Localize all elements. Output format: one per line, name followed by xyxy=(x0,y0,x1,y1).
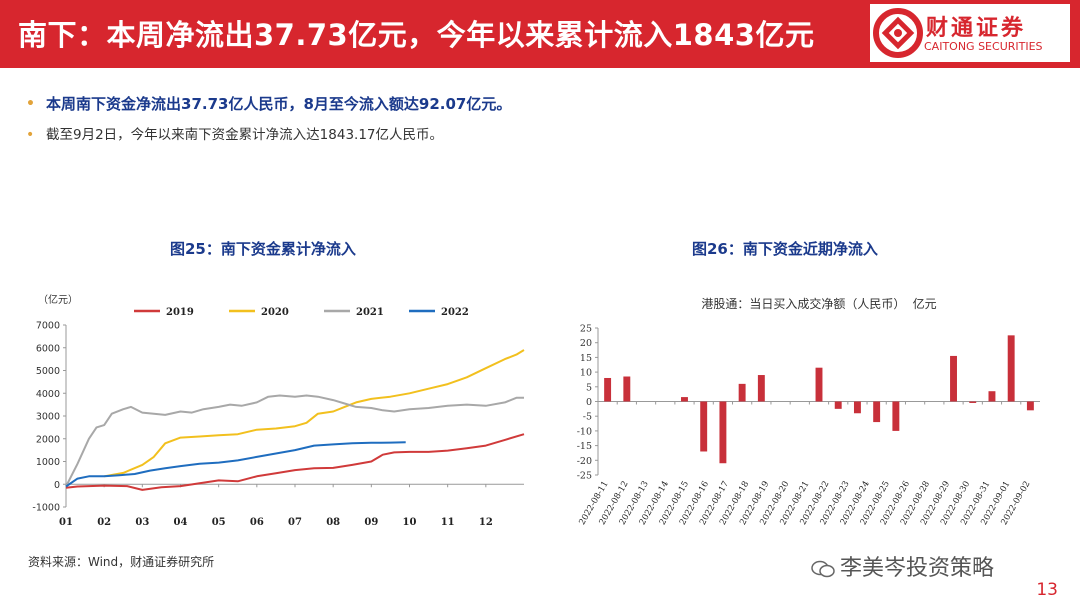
x-tick-label: 09 xyxy=(364,517,378,528)
x-tick-label: 12 xyxy=(479,517,493,528)
x-tick-label: 10 xyxy=(403,517,417,528)
chart-title: 港股通：当日买入成交净额（人民币） 亿元 xyxy=(701,296,936,311)
bar-2022-08-17 xyxy=(719,401,727,464)
summary-bullets: 本周南下资金净流出37.73亿人民币，8月至今流入额达92.07亿元。 截至9月… xyxy=(24,94,511,156)
y-tick-label: -15 xyxy=(577,441,592,452)
legend-label-2020: 2020 xyxy=(261,307,289,318)
bar-2022-08-25 xyxy=(873,401,881,423)
y-tick-label: 25 xyxy=(580,324,592,335)
bar-2022-08-31 xyxy=(988,391,996,402)
bar-2022-08-26 xyxy=(892,401,900,431)
bar-2022-08-24 xyxy=(853,401,861,414)
bar-2022-08-12 xyxy=(623,376,631,402)
page-title: 南下：本周净流出37.73亿元，今年以来累计流入1843亿元 xyxy=(18,18,815,52)
y-axis-unit: （亿元） xyxy=(38,293,78,306)
bar-2022-08-30 xyxy=(969,401,977,403)
series-line-2022 xyxy=(65,441,406,488)
x-tick-label: 05 xyxy=(212,517,226,528)
y-tick-label: 3000 xyxy=(36,412,60,423)
x-tick-label: 07 xyxy=(288,517,302,528)
y-tick-label: 7000 xyxy=(36,321,60,332)
bullet-weekly-outflow: 本周南下资金净流出37.73亿人民币，8月至今流入额达92.07亿元。 xyxy=(24,94,511,114)
recent-inflow-bar-chart: 港股通：当日买入成交净额（人民币） 亿元 -25 -20 -15 -10 -5 0 5 10 15… xyxy=(577,296,1040,527)
bullet-ytd-inflow: 截至9月2日，今年以来南下资金累计净流入达1843.17亿人民币。 xyxy=(24,125,511,145)
series-line-2019 xyxy=(65,433,525,491)
bar-2022-09-02 xyxy=(1026,401,1034,411)
bar-2022-08-11 xyxy=(604,377,612,402)
y-tick-label: 0 xyxy=(586,397,592,408)
wechat-icon xyxy=(811,560,835,578)
legend-label-2019: 2019 xyxy=(166,307,194,318)
caitong-logo-icon xyxy=(873,8,923,58)
fig25-title: 图25：南下资金累计净流入 xyxy=(170,240,356,258)
x-tick-label: 03 xyxy=(135,517,149,528)
bar-2022-09-01 xyxy=(1007,335,1015,402)
data-source: 资料来源：Wind，财通证券研究所 xyxy=(28,555,215,569)
x-tick-label: 11 xyxy=(441,517,455,528)
cumulative-inflow-line-chart: （亿元） 2019 2020 2021 2022 -1000 0 1000 2000 3000 40… xyxy=(32,293,525,528)
y-tick-label: 1000 xyxy=(36,457,60,468)
series-line-2021 xyxy=(65,394,524,487)
header-bar: 南下：本周净流出37.73亿元，今年以来累计流入1843亿元 财通证券 CAIT… xyxy=(0,0,1080,68)
y-tick-label: 6000 xyxy=(36,343,60,354)
x-tick-label: 06 xyxy=(250,517,264,528)
y-tick-label: 0 xyxy=(54,480,60,491)
y-tick-label: -1000 xyxy=(32,503,60,514)
y-tick-label: 5 xyxy=(586,382,592,393)
fig26-title: 图26：南下资金近期净流入 xyxy=(692,240,878,258)
y-tick-label: 20 xyxy=(580,338,592,349)
bar-2022-08-15 xyxy=(681,397,688,402)
y-tick-label: 4000 xyxy=(36,389,60,400)
y-tick-label: 10 xyxy=(580,368,592,379)
brand-logo: 财通证券 CAITONG SECURITIES xyxy=(870,4,1070,62)
y-tick-label: 15 xyxy=(580,353,592,364)
x-tick-label: 01 xyxy=(59,517,73,528)
x-tick-label: 02 xyxy=(97,517,111,528)
bar-2022-08-22 xyxy=(815,367,823,402)
y-tick-label: -20 xyxy=(577,456,592,467)
watermark-text: 李美岑投资策略 xyxy=(840,556,995,581)
y-tick-label: -10 xyxy=(577,426,592,437)
y-tick-label: 5000 xyxy=(36,366,60,377)
page-number: 13 xyxy=(1036,580,1058,600)
y-tick-label: -25 xyxy=(577,471,592,482)
bar-2022-08-18 xyxy=(738,383,746,402)
y-tick-label: 2000 xyxy=(36,434,60,445)
legend-label-2021: 2021 xyxy=(356,307,384,318)
x-tick-label: 04 xyxy=(174,517,188,528)
legend-label-2022: 2022 xyxy=(441,307,469,318)
bar-2022-08-16 xyxy=(700,401,708,452)
bar-2022-08-19 xyxy=(757,375,765,402)
series-line-2020 xyxy=(104,349,525,478)
bar-2022-08-29 xyxy=(950,355,957,402)
logo-en-text: CAITONG SECURITIES xyxy=(924,40,1043,53)
bar-2022-08-23 xyxy=(834,401,842,409)
logo-cn-text: 财通证券 xyxy=(926,16,1027,41)
watermark: 李美岑投资策略 xyxy=(810,550,994,582)
x-tick-label: 08 xyxy=(326,517,340,528)
y-tick-label: -5 xyxy=(583,412,592,423)
